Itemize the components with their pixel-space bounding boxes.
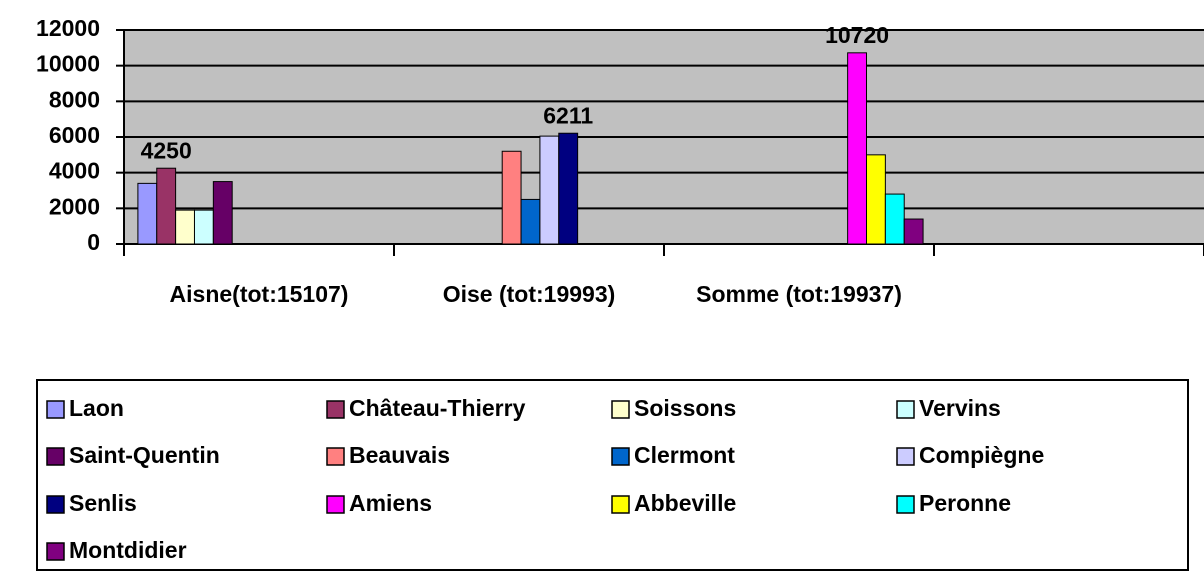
legend-swatch [326,447,345,466]
legend-swatch [611,400,630,419]
bar [884,193,905,245]
bar [847,52,868,245]
y-tick-label: 12000 [36,15,100,41]
legend-label: Beauvais [349,442,450,468]
legend-label: Amiens [349,490,432,516]
y-tick-label: 0 [87,229,100,255]
y-tick-label: 8000 [49,86,100,112]
bar [156,167,177,245]
bar [193,209,214,245]
data-label: 4250 [141,137,192,163]
legend-swatch [46,542,65,561]
legend-label: Château-Thierry [349,395,526,421]
y-tick-label: 4000 [49,158,100,184]
legend-label: Saint-Quentin [69,442,220,468]
legend-label: Abbeville [634,490,736,516]
legend-swatch [326,400,345,419]
bar [866,154,886,245]
x-tick-label: Somme (tot:19937) [696,281,902,307]
legend-label: Peronne [919,490,1011,516]
legend-label: Laon [69,395,124,421]
data-label: 6211 [543,102,593,128]
legend-swatch [896,447,915,466]
legend-swatch [46,447,65,466]
legend-swatch [46,400,65,419]
bar [175,209,195,245]
bar [903,218,924,245]
bar [137,182,158,245]
y-tick-label: 6000 [49,122,100,148]
legend-swatch [896,400,915,419]
legend-label: Soissons [634,395,736,421]
legend-swatch [611,495,630,514]
legend-swatch [611,447,630,466]
data-label: 10720 [825,22,889,48]
bar [539,135,560,245]
bar [558,132,579,245]
bar [520,198,541,245]
legend-label: Montdidier [69,537,187,563]
x-tick-label: Aisne(tot:15107) [170,281,349,307]
legend-swatch [896,495,915,514]
x-tick-label: Oise (tot:19993) [443,281,616,307]
legend-label: Senlis [69,490,137,516]
y-tick-label: 10000 [36,51,100,77]
legend-label: Compiègne [919,442,1044,468]
bar [212,181,233,245]
y-tick-label: 2000 [49,193,100,219]
legend-label: Clermont [634,442,735,468]
legend-swatch [46,495,65,514]
bar [501,150,522,245]
legend-label: Vervins [919,395,1001,421]
legend-swatch [326,495,345,514]
